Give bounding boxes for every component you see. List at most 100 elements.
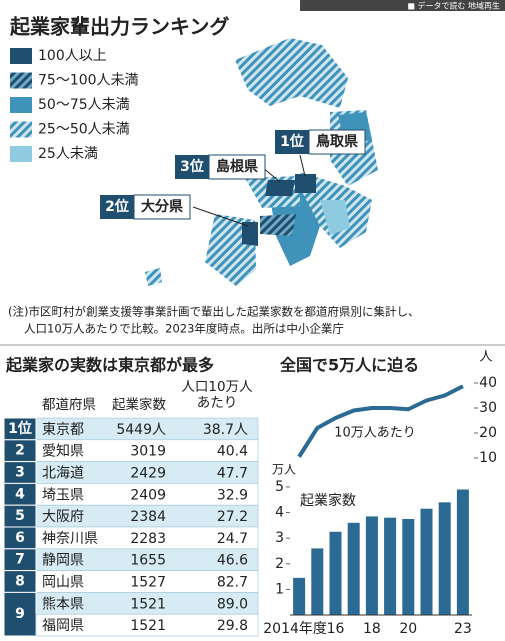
table-cell: 東京都 bbox=[42, 422, 84, 438]
bar bbox=[311, 548, 324, 615]
legend-label: 25人未満 bbox=[38, 146, 98, 162]
note: 人口10万人あたりで比較。2023年度時点。出所は中小企業庁 bbox=[24, 322, 344, 336]
callout-rank: 3位 bbox=[180, 158, 204, 175]
x-tick-label: 20 bbox=[399, 621, 417, 637]
banner: ■ データで読む 地域再生 bbox=[407, 1, 500, 11]
x-tick-label: 23 bbox=[454, 621, 472, 637]
table-cell: 1655 bbox=[130, 553, 166, 569]
table-cell: 24.7 bbox=[217, 531, 248, 547]
legend-label: 50～75人未満 bbox=[38, 97, 130, 113]
callout-line bbox=[192, 206, 249, 227]
legend-label: 25～50人未満 bbox=[38, 122, 130, 138]
rank-bg bbox=[3, 591, 37, 637]
table-header: あたり bbox=[197, 395, 238, 411]
y-tick-label: 3 bbox=[275, 530, 284, 546]
table-cell: 1521 bbox=[130, 618, 166, 634]
table-cell: 2409 bbox=[130, 487, 166, 503]
table-cell: 1521 bbox=[130, 596, 166, 612]
y-tick-label: 2 bbox=[275, 556, 284, 572]
y-tick-label: 1 bbox=[275, 581, 284, 597]
table-cell: 岡山県 bbox=[42, 575, 84, 591]
callout-name-bg bbox=[208, 154, 266, 180]
callout-name: 島根県 bbox=[216, 158, 258, 175]
annotation: 10万人あたり bbox=[334, 426, 416, 441]
y-tick-label: 40 bbox=[479, 375, 497, 391]
table-header: 都道府県 bbox=[42, 397, 96, 413]
y-tick-label: 30 bbox=[479, 400, 497, 416]
table-cell: 29.8 bbox=[217, 618, 248, 634]
table-cell: 福岡県 bbox=[42, 618, 84, 634]
callout-name: 鳥取県 bbox=[316, 133, 358, 150]
callout-rank: 2位 bbox=[105, 198, 129, 215]
table-cell: 82.7 bbox=[217, 575, 248, 591]
legend-swatch bbox=[10, 146, 32, 162]
rank: 3 bbox=[15, 465, 25, 481]
table-header: 人口10万人 bbox=[181, 379, 253, 395]
table-cell: 静岡県 bbox=[42, 553, 84, 569]
rank: 5 bbox=[15, 508, 25, 524]
table-cell: 40.4 bbox=[217, 444, 248, 460]
y-tick-label: 10 bbox=[479, 450, 497, 466]
y-unit: 万人 bbox=[272, 463, 296, 477]
table-cell: 47.7 bbox=[217, 466, 248, 482]
line bbox=[297, 384, 464, 458]
table-cell: 32.9 bbox=[217, 487, 248, 503]
legend-swatch bbox=[10, 97, 32, 113]
table-cell: 38.7人 bbox=[203, 422, 248, 438]
rank: 7 bbox=[15, 552, 25, 568]
callout-name-bg bbox=[308, 129, 366, 155]
table-cell: 北海道 bbox=[42, 466, 84, 482]
bar bbox=[420, 508, 433, 615]
table-header: 起業家数 bbox=[112, 397, 166, 413]
bar-title: 起業家数 bbox=[300, 492, 356, 509]
legend-swatch bbox=[10, 121, 32, 138]
y-tick-label: 20 bbox=[479, 425, 497, 441]
table-cell: 2283 bbox=[130, 531, 166, 547]
rank: 8 bbox=[15, 574, 25, 590]
rank: 1位 bbox=[8, 420, 32, 437]
legend-label: 75～100人未満 bbox=[38, 73, 139, 89]
y-tick-label: 4 bbox=[275, 505, 284, 521]
table-cell: 3019 bbox=[130, 444, 166, 460]
y-unit: 人 bbox=[479, 350, 492, 365]
rank: 2 bbox=[15, 443, 25, 459]
table-cell: 神奈川県 bbox=[42, 531, 98, 547]
table-cell: 熊本県 bbox=[42, 596, 84, 612]
bar bbox=[293, 577, 306, 615]
table-cell: 2384 bbox=[130, 509, 166, 525]
table-cell: 46.6 bbox=[217, 553, 248, 569]
callout-rank-bg bbox=[275, 130, 309, 154]
callout-rank-bg bbox=[100, 195, 134, 219]
table-cell: 2429 bbox=[130, 466, 166, 482]
title: 起業家輩出力ランキング bbox=[9, 15, 229, 39]
table-cell: 大阪府 bbox=[42, 509, 84, 525]
x-tick-label: 18 bbox=[363, 621, 381, 637]
table-cell: 27.2 bbox=[217, 509, 248, 525]
bar bbox=[347, 522, 360, 615]
table-cell: 5449人 bbox=[116, 422, 166, 438]
note: (注)市区町村が創業支援等事業計画で輩出した起業家数を都道府県別に集計し、 bbox=[8, 305, 419, 319]
callout-name-bg bbox=[133, 194, 191, 220]
banner-bg bbox=[300, 0, 505, 11]
table-row-bg bbox=[35, 613, 259, 637]
table-header-bg bbox=[4, 380, 258, 418]
x-tick-label: 2014年度 bbox=[263, 621, 327, 637]
legend-label: 100人以上 bbox=[38, 48, 107, 64]
y-tick-label: 5 bbox=[275, 479, 284, 495]
bar bbox=[438, 502, 451, 615]
bar bbox=[384, 517, 397, 615]
table-cell: 89.0 bbox=[217, 596, 248, 612]
table-cell: 1527 bbox=[130, 575, 166, 591]
rank: 9 bbox=[15, 606, 25, 622]
legend-swatch bbox=[10, 72, 32, 89]
callout-rank-bg bbox=[175, 155, 209, 179]
bar bbox=[402, 518, 415, 615]
callout-line bbox=[299, 154, 306, 177]
x-tick-label: 16 bbox=[327, 621, 345, 637]
callout-name: 大分県 bbox=[141, 198, 183, 215]
table-cell: 愛知県 bbox=[42, 443, 84, 460]
table-title: 起業家の実数は東京都が最多 bbox=[5, 356, 214, 375]
callout-rank: 1位 bbox=[280, 133, 304, 150]
legend-swatch bbox=[10, 48, 32, 64]
